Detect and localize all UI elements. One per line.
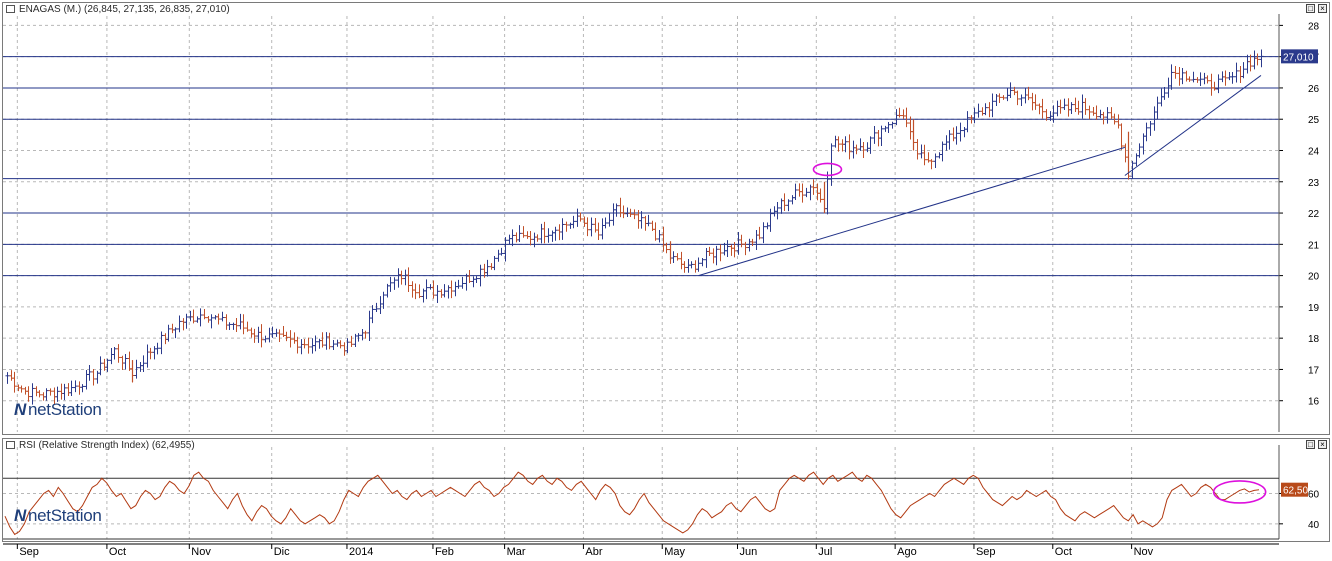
month-label: Ago (897, 546, 917, 558)
maximize-button[interactable]: □ (1306, 440, 1315, 449)
month-label: Nov (191, 546, 211, 558)
price-axis-tick-label: 22 (1308, 209, 1320, 220)
rsi-window-buttons: □ × (1306, 440, 1327, 449)
month-label: Feb (435, 546, 454, 558)
price-chart-title-bar: ENAGAS (M.) (26,845, 27,135, 26,835, 27,… (3, 3, 1329, 16)
price-axis-tick-label: 17 (1308, 365, 1320, 376)
price-axis-tick-label: 26 (1308, 84, 1320, 95)
price-axis-tick-label: 16 (1308, 397, 1320, 408)
price-chart-title: ENAGAS (M.) (26,845, 27,135, 26,835, 27,… (19, 4, 230, 15)
price-axis-tick-label: 23 (1308, 178, 1320, 189)
price-axis-tick-label: 24 (1308, 146, 1320, 157)
netstation-logo-mark: N (14, 506, 26, 525)
price-axis-tick-label: 25 (1308, 115, 1320, 126)
rsi-chart-title-bar: RSI (Relative Strength Index) (62,4955) (3, 439, 1329, 452)
chart-window-icon (6, 441, 15, 449)
maximize-button[interactable]: □ (1306, 4, 1315, 13)
month-label: Jun (739, 546, 757, 558)
netstation-logo-text: netStation (27, 506, 102, 525)
rsi-annotation-ellipse (1212, 480, 1267, 504)
netstation-logo-mark: N (14, 400, 26, 419)
rsi-line (4, 471, 1260, 536)
month-label: Dic (274, 546, 290, 558)
last-price-label: 27,010 (1283, 52, 1314, 63)
last-price-label-box (1281, 49, 1318, 64)
price-axis-tick-label: 20 (1308, 272, 1320, 283)
trendline (1124, 75, 1262, 176)
month-label: Sep (976, 546, 996, 558)
chart-window-icon (6, 5, 15, 13)
last-rsi-label-box (1281, 482, 1308, 497)
month-label: Mar (507, 546, 526, 558)
trendline (698, 146, 1125, 277)
price-axis-tick-label: 19 (1308, 303, 1320, 314)
price-chart-panel: ENAGAS (M.) (26,845, 27,135, 26,835, 27,… (2, 2, 1330, 435)
price-axis-tick-label: 18 (1308, 334, 1320, 345)
rsi-axis-tick-label: 40 (1308, 520, 1320, 531)
annotation-ellipse (812, 162, 843, 177)
close-button[interactable]: × (1318, 4, 1327, 13)
price-axis-tick-label: 28 (1308, 21, 1320, 32)
netstation-logo-text: netStation (27, 400, 102, 419)
rsi-chart-panel: RSI (Relative Strength Index) (62,4955) … (2, 438, 1330, 542)
month-label: Jul (818, 546, 832, 558)
rsi-axis-tick-label: 60 (1308, 489, 1320, 500)
month-label: May (664, 546, 685, 558)
month-label: Oct (1055, 546, 1072, 558)
month-label: Oct (109, 546, 126, 558)
month-label: 2014 (349, 546, 373, 558)
close-button[interactable]: × (1318, 440, 1327, 449)
rsi-chart-title: RSI (Relative Strength Index) (62,4955) (19, 440, 195, 451)
month-label: Abr (585, 546, 602, 558)
month-label: Sep (19, 546, 39, 558)
ohlc-bars (5, 49, 1264, 405)
price-window-buttons: □ × (1306, 4, 1327, 13)
last-rsi-label: 62,50 (1283, 486, 1308, 497)
month-label: Nov (1134, 546, 1154, 558)
price-axis-tick-label: 21 (1308, 240, 1320, 251)
